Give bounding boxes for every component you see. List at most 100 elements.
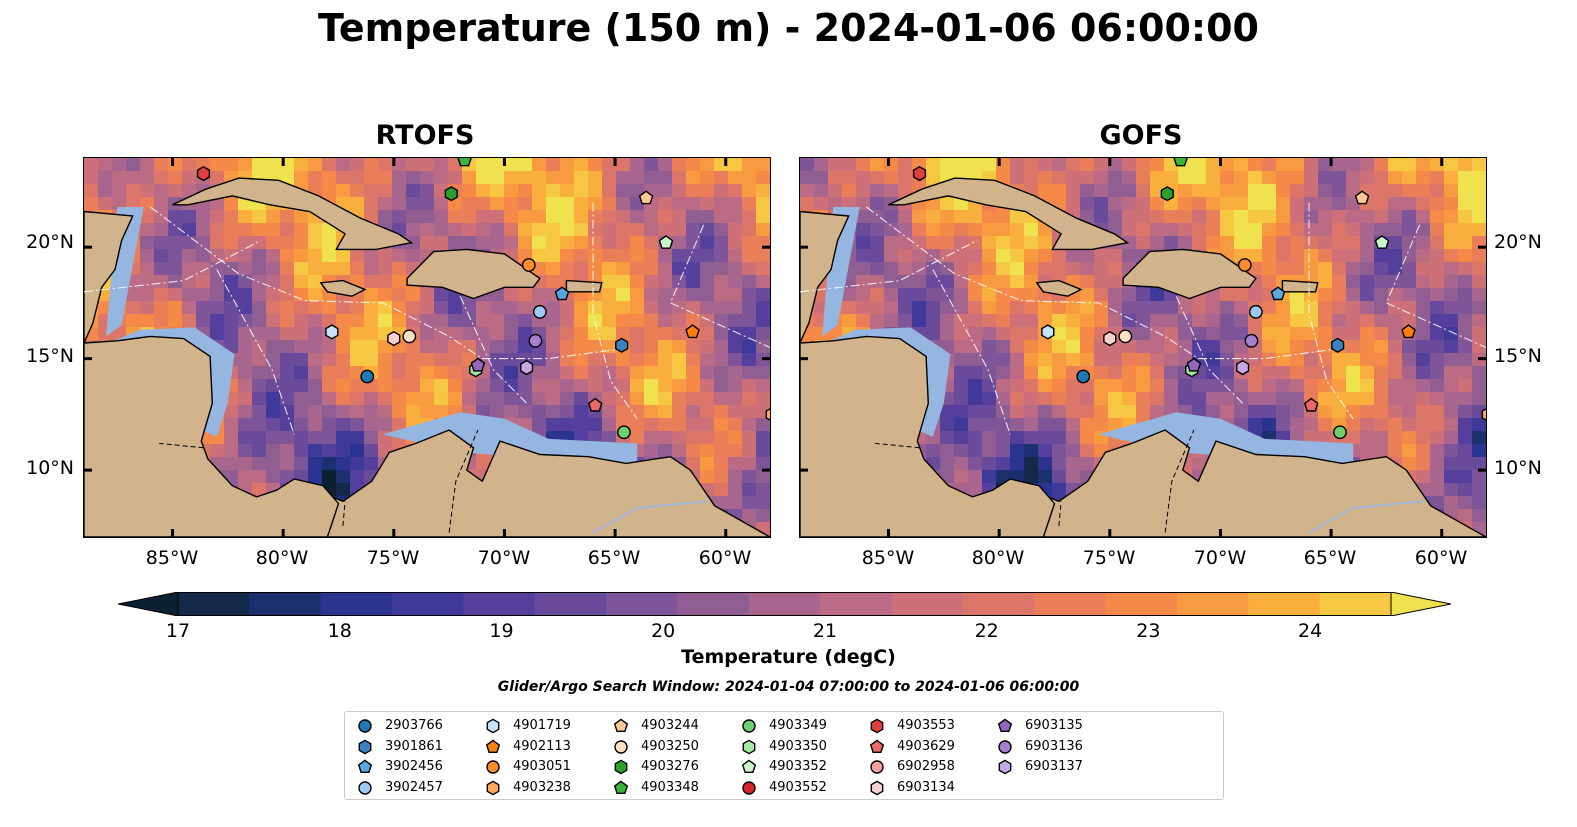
legend-label: 6903135 bbox=[1025, 718, 1083, 733]
colorbar-label: Temperature (degC) bbox=[681, 646, 896, 668]
country-border bbox=[1164, 429, 1195, 533]
legend-marker bbox=[742, 719, 756, 733]
legend-marker bbox=[869, 739, 885, 753]
colorbar-extend-low bbox=[118, 592, 179, 616]
legend-marker bbox=[486, 718, 500, 734]
platform-marker-6903135 bbox=[1186, 357, 1202, 372]
land-hispaniola bbox=[1122, 248, 1257, 300]
legend-marker-icon bbox=[869, 739, 885, 753]
x-tick-label: 75°W bbox=[1082, 547, 1136, 569]
legend-marker bbox=[358, 780, 372, 795]
map-canvas-rtofs bbox=[84, 158, 770, 537]
x-tick-label: 65°W bbox=[1303, 547, 1357, 569]
platform-marker-4903238 bbox=[765, 408, 770, 421]
legend-marker-icon bbox=[998, 759, 1012, 775]
legend-marker bbox=[613, 718, 629, 733]
shelf-area bbox=[1098, 412, 1354, 466]
x-tick-label: 60°W bbox=[698, 547, 752, 569]
legend-marker-icon bbox=[870, 760, 884, 774]
land-cuba bbox=[172, 177, 414, 251]
land-puertorico bbox=[1281, 279, 1319, 293]
legend-marker bbox=[614, 759, 628, 775]
colorbar-segment bbox=[392, 592, 464, 616]
shelf-area bbox=[382, 412, 638, 466]
river bbox=[592, 500, 709, 534]
legend-marker bbox=[997, 718, 1013, 733]
land-honduras bbox=[800, 335, 1056, 537]
legend-marker bbox=[742, 780, 756, 795]
platform-marker-4903250 bbox=[402, 329, 417, 344]
legend-marker bbox=[870, 760, 884, 774]
figure-title: Temperature (150 m) - 2024-01-06 06:00:0… bbox=[317, 6, 1259, 50]
eez-boundary bbox=[669, 224, 770, 349]
platform-marker-4903553 bbox=[912, 165, 927, 182]
colorbar-tick-label: 18 bbox=[327, 620, 352, 642]
platform-marker-4902113 bbox=[685, 324, 700, 339]
platform-marker-4903352 bbox=[1374, 235, 1390, 249]
colorbar-extend-high bbox=[1390, 592, 1451, 616]
platform-marker-4903276 bbox=[444, 186, 458, 202]
land-puertorico bbox=[565, 279, 603, 293]
land-cuba bbox=[888, 177, 1130, 251]
legend-marker bbox=[870, 718, 884, 734]
platform-marker-2903766 bbox=[360, 369, 375, 384]
legend-marker-icon bbox=[614, 739, 628, 754]
eez-boundary bbox=[84, 240, 262, 293]
eez-boundary bbox=[800, 240, 978, 293]
legend-marker-icon bbox=[742, 719, 756, 733]
legend-marker-icon bbox=[613, 780, 629, 794]
platform-marker-6903134 bbox=[387, 330, 401, 347]
platform-marker-3902457 bbox=[1248, 304, 1263, 319]
x-tick-label: 70°W bbox=[1193, 547, 1247, 569]
legend-marker-icon bbox=[997, 718, 1013, 733]
y-tick-label: 15°N bbox=[1494, 345, 1542, 367]
eez-boundary bbox=[150, 206, 616, 360]
land-jamaica bbox=[319, 279, 367, 297]
map-panel-rtofs[interactable] bbox=[83, 157, 771, 538]
x-tick-label: 80°W bbox=[971, 547, 1025, 569]
eez-boundary bbox=[1308, 202, 1354, 420]
legend-label: 4903244 bbox=[641, 718, 699, 733]
platform-marker-4903629 bbox=[587, 397, 603, 412]
legend-marker-icon bbox=[742, 739, 756, 754]
platform-marker-4903348 bbox=[1173, 158, 1188, 167]
colorbar-segment bbox=[320, 592, 393, 616]
legend: 2903766 3901861 3902456 3902457 4901719 49021… bbox=[344, 711, 1224, 800]
land-northSA bbox=[237, 429, 770, 537]
platform-marker-6903136 bbox=[1244, 333, 1259, 348]
legend-marker-icon bbox=[358, 780, 372, 795]
search-window-text: Glider/Argo Search Window: 2024-01-04 07… bbox=[497, 679, 1080, 695]
platform-marker-4903276 bbox=[1160, 186, 1174, 202]
y-tick-label: 15°N bbox=[26, 345, 74, 367]
legend-label: 6903137 bbox=[1025, 759, 1083, 774]
x-tick-label: 60°W bbox=[1414, 547, 1468, 569]
legend-marker bbox=[485, 739, 501, 753]
legend-marker-icon bbox=[358, 719, 372, 733]
platform-marker-4902113 bbox=[1401, 324, 1416, 339]
colorbar-tick-label: 17 bbox=[165, 620, 191, 642]
platform-marker-4903349 bbox=[1333, 425, 1347, 440]
legend-marker bbox=[870, 780, 884, 795]
legend-label: 4901719 bbox=[513, 718, 571, 733]
platform-marker-6903136 bbox=[528, 333, 543, 348]
map-canvas-gofs bbox=[800, 158, 1486, 537]
legend-marker bbox=[486, 780, 500, 795]
colorbar-segment bbox=[606, 592, 678, 616]
land-northSA bbox=[953, 429, 1486, 537]
legend-marker-icon bbox=[870, 780, 884, 795]
land-jamaica bbox=[1035, 279, 1083, 297]
country-border bbox=[448, 429, 479, 533]
legend-label: 4903276 bbox=[641, 759, 699, 774]
platform-marker-4903051 bbox=[1237, 258, 1252, 272]
panel-title-gofs: GOFS bbox=[1099, 120, 1183, 151]
legend-marker-icon bbox=[614, 759, 628, 775]
legend-marker bbox=[614, 739, 628, 754]
platform-marker-3902456 bbox=[554, 286, 570, 301]
legend-label: 4903238 bbox=[513, 779, 571, 795]
platform-marker-4903244 bbox=[1354, 190, 1370, 205]
colorbar-segment bbox=[249, 592, 322, 616]
legend-marker-icon bbox=[357, 759, 373, 774]
map-panel-gofs[interactable] bbox=[799, 157, 1487, 538]
land-hispaniola bbox=[406, 248, 541, 300]
legend-label: 4903051 bbox=[513, 759, 571, 774]
